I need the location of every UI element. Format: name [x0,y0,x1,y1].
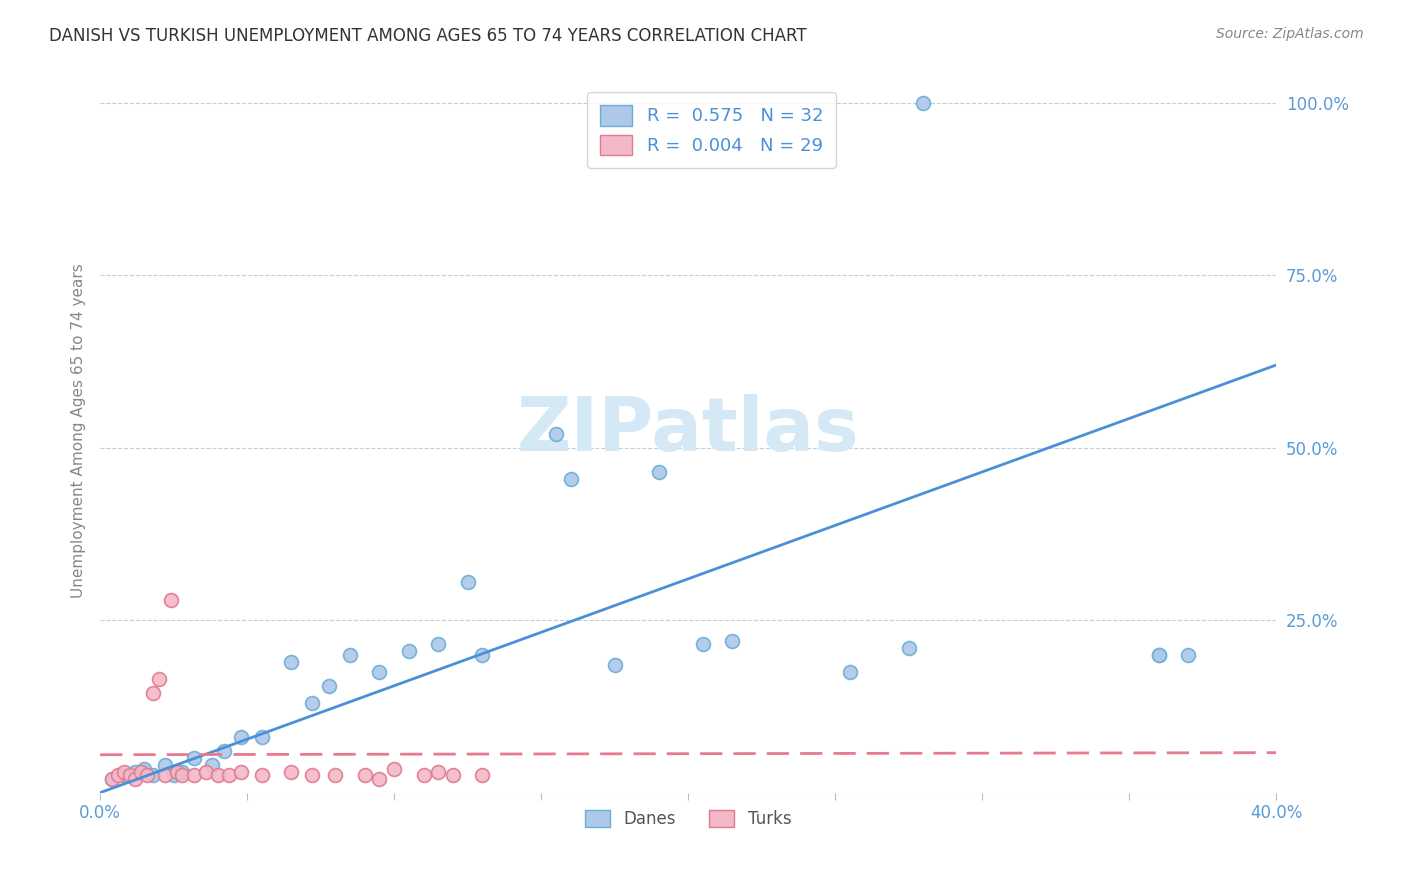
Point [648,465,671,479]
Point [112,764,135,779]
Text: Source: ZipAtlas.com: Source: ZipAtlas.com [1216,27,1364,41]
Point [353,768,375,782]
Point [544,427,567,442]
Legend: Danes, Turks: Danes, Turks [578,804,797,835]
Point [136,768,159,782]
Point [134,762,156,776]
Point [1147,648,1170,662]
Point [1177,648,1199,662]
Point [441,768,464,782]
Y-axis label: Unemployment Among Ages 65 to 74 years: Unemployment Among Ages 65 to 74 years [72,263,86,598]
Point [107,768,129,782]
Point [721,634,744,648]
Point [183,751,205,765]
Point [112,768,135,782]
Point [166,764,188,779]
Point [368,772,391,786]
Point [153,758,176,772]
Point [560,472,582,486]
Point [142,768,165,782]
Point [427,637,450,651]
Point [201,758,224,772]
Point [172,764,194,779]
Point [231,764,253,779]
Point [897,640,920,655]
Point [148,672,170,686]
Point [912,95,935,110]
Point [194,764,217,779]
Point [142,686,165,700]
Point [172,768,194,782]
Point [412,768,434,782]
Point [218,768,240,782]
Point [212,744,235,758]
Point [159,592,181,607]
Text: ZIPatlas: ZIPatlas [517,394,859,467]
Point [101,772,124,786]
Point [153,768,176,782]
Point [101,772,124,786]
Point [124,764,146,779]
Point [1147,648,1170,662]
Point [339,648,361,662]
Point [323,768,346,782]
Point [457,575,479,590]
Text: DANISH VS TURKISH UNEMPLOYMENT AMONG AGES 65 TO 74 YEARS CORRELATION CHART: DANISH VS TURKISH UNEMPLOYMENT AMONG AGE… [49,27,807,45]
Point [427,764,450,779]
Point [250,768,273,782]
Point [118,768,141,782]
Point [129,764,152,779]
Point [280,655,302,669]
Point [603,658,626,673]
Point [162,768,184,782]
Point [471,768,494,782]
Point [318,679,340,693]
Point [471,648,494,662]
Point [231,731,253,745]
Point [398,644,420,658]
Point [301,768,323,782]
Point [280,764,302,779]
Point [124,772,146,786]
Point [301,696,323,710]
Point [692,637,714,651]
Point [183,768,205,782]
Point [368,665,391,679]
Point [250,731,273,745]
Point [838,665,860,679]
Point [382,762,405,776]
Point [207,768,229,782]
